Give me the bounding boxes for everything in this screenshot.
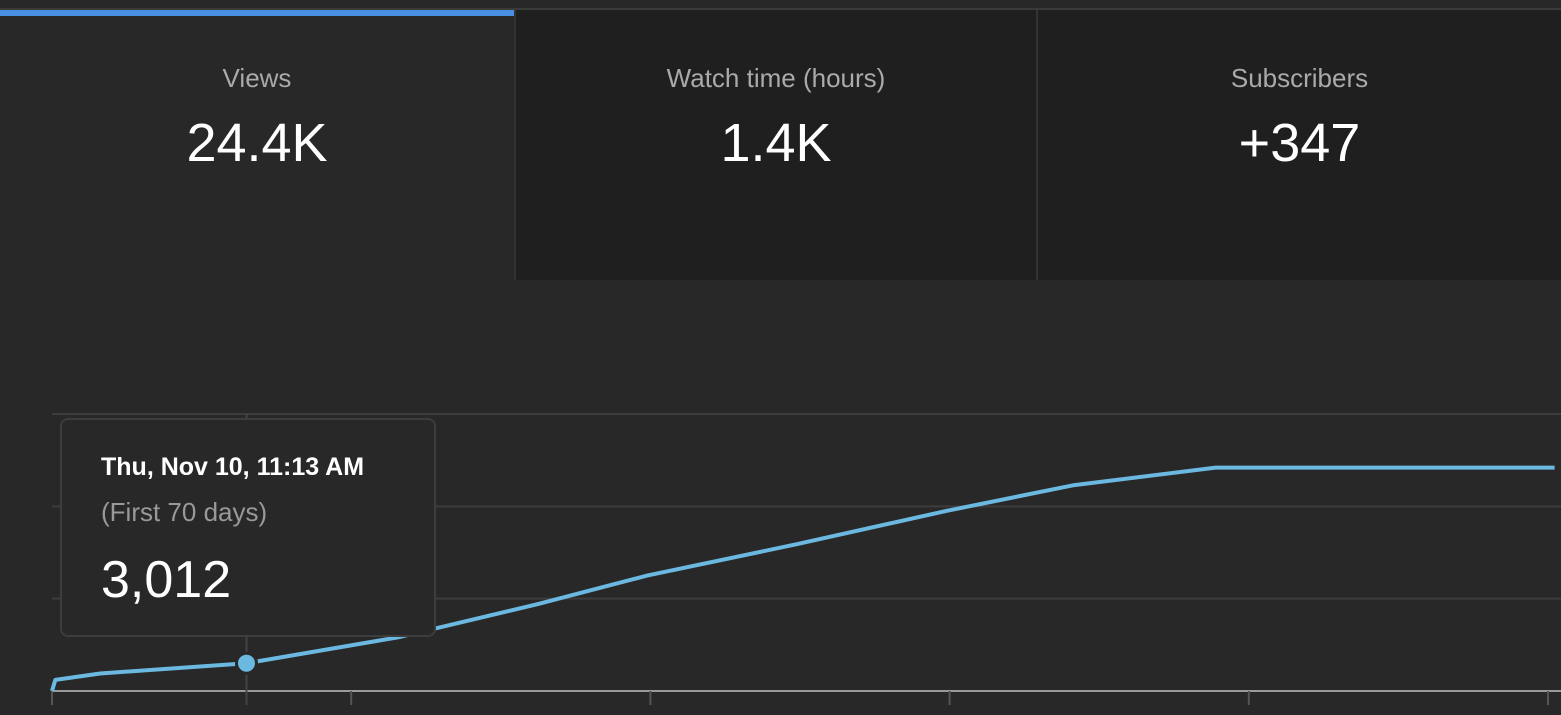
metric-value: 24.4K <box>186 113 328 173</box>
metric-cards: Views 24.4K Watch time (hours) 1.4K Subs… <box>0 10 1561 280</box>
highlight-point <box>234 651 258 675</box>
tooltip-value: 3,012 <box>101 551 232 609</box>
top-divider <box>0 8 1561 10</box>
metric-card-subscribers[interactable]: Subscribers +347 <box>1038 10 1561 280</box>
metric-label: Watch time (hours) <box>666 63 886 93</box>
chart-tooltip: Thu, Nov 10, 11:13 AM (First 70 days) 3,… <box>60 418 436 637</box>
metric-value: 1.4K <box>720 113 832 173</box>
metric-label: Views <box>222 63 292 93</box>
views-series-line <box>50 465 1555 692</box>
tooltip-date: Thu, Nov 10, 11:13 AM <box>101 453 365 481</box>
metric-card-views[interactable]: Views 24.4K <box>0 10 516 280</box>
tooltip-range: (First 70 days) <box>101 497 268 527</box>
metric-label: Subscribers <box>1230 63 1369 93</box>
metric-value: +347 <box>1238 113 1361 173</box>
metric-card-watch-time[interactable]: Watch time (hours) 1.4K <box>516 10 1038 280</box>
